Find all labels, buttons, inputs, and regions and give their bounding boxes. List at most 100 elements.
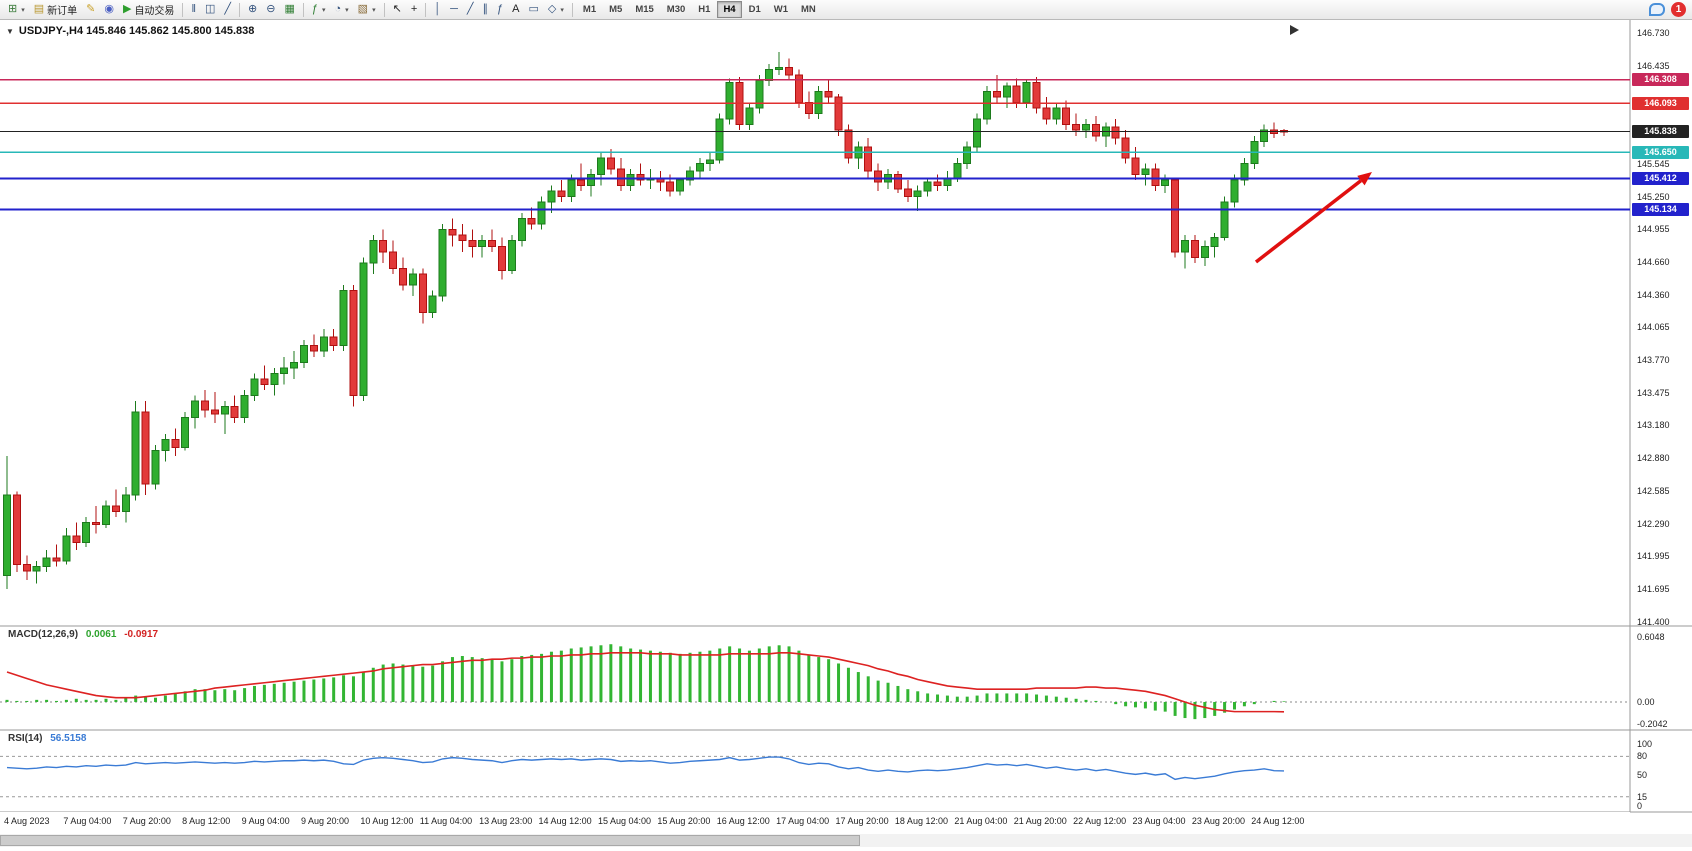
macd-label: MACD(12,26,9) 0.0061 -0.0917 xyxy=(8,629,158,640)
zoom-in-icon: ⊕ xyxy=(248,3,258,15)
price-tick: 143.770 xyxy=(1637,355,1670,366)
time-label: 9 Aug 20:00 xyxy=(300,816,350,826)
price-tick: 146.435 xyxy=(1637,60,1670,71)
macd-axis-label: -0.2042 xyxy=(1637,718,1668,729)
chat-icon[interactable] xyxy=(1649,3,1665,16)
timeframe-h4-button[interactable]: H4 xyxy=(717,1,742,18)
metaeditor-icon: ✎ xyxy=(86,3,96,15)
timeframe-w1-button[interactable]: W1 xyxy=(768,1,794,18)
indicators-button[interactable]: ƒ ▾ xyxy=(308,1,330,18)
channel-icon: ∥ xyxy=(482,3,489,15)
templates-button[interactable]: ▧ ▾ xyxy=(354,1,380,18)
horizontal-line-button[interactable]: ─ xyxy=(446,1,462,18)
price-badge-145.650: 145.650 xyxy=(1632,145,1689,159)
timeframe-m1-button[interactable]: M1 xyxy=(577,1,602,18)
timeframe-mn-button[interactable]: MN xyxy=(795,1,822,18)
price-badge-145.838: 145.838 xyxy=(1632,125,1689,139)
time-label: 10 Aug 12:00 xyxy=(360,816,414,826)
periods-icon: ◔ xyxy=(334,3,342,15)
trendline-icon: ╱ xyxy=(466,3,474,15)
macd-title: MACD(12,26,9) xyxy=(8,629,79,640)
price-tick: 143.475 xyxy=(1637,387,1670,398)
time-axis[interactable]: 4 Aug 2023 7 Aug 04:00 7 Aug 20:00 8 Aug 12… xyxy=(0,812,1630,831)
label-button[interactable]: ▭ xyxy=(525,1,543,18)
price-axis[interactable]: 146.730 146.435 145.545 145.250 144.955 144.6… xyxy=(1630,20,1692,832)
cursor-icon: ↖ xyxy=(392,3,402,15)
macd-axis-label: 0.00 xyxy=(1637,697,1655,707)
label-icon: ▭ xyxy=(528,3,539,15)
scrollbar-thumb[interactable] xyxy=(0,835,860,846)
chart-line-button[interactable]: ╱ xyxy=(220,1,235,18)
rsi-axis-label: 80 xyxy=(1637,751,1648,762)
chart-bars-button[interactable]: ‖ xyxy=(187,1,200,18)
time-label: 11 Aug 04:00 xyxy=(419,816,473,826)
time-label: 4 Aug 2023 xyxy=(4,816,50,826)
rsi-axis-label: 15 xyxy=(1637,791,1648,802)
templates-icon: ▧ xyxy=(357,3,369,15)
crosshair-icon: + xyxy=(410,3,418,15)
new-order-button[interactable]: ▤ 新订单 xyxy=(30,1,81,18)
new-chart-icon: ⊞ xyxy=(8,3,18,15)
text-icon: A xyxy=(512,3,520,15)
chevron-down-icon: ▾ xyxy=(560,6,564,14)
time-label: 16 Aug 12:00 xyxy=(716,816,770,826)
metaquotes-button[interactable]: ◉ xyxy=(100,1,118,18)
cursor-button[interactable]: ↖ xyxy=(389,1,406,18)
timeframe-h1-button[interactable]: H1 xyxy=(692,1,716,18)
price-badge-145.412: 145.412 xyxy=(1632,172,1689,186)
chart-candles-button[interactable]: ◫ xyxy=(201,1,219,18)
timeframe-m15-button[interactable]: M15 xyxy=(629,1,659,18)
chart-header-text: USDJPY-,H4 145.846 145.862 145.800 145.8… xyxy=(18,25,255,37)
rsi-axis-label: 100 xyxy=(1637,739,1653,749)
tile-windows-icon: ▦ xyxy=(284,3,295,15)
metaeditor-button[interactable]: ✎ xyxy=(82,1,99,18)
rsi-axis-label: 50 xyxy=(1637,770,1648,780)
auto-trading-button[interactable]: ▶ 自动交易 xyxy=(119,1,178,18)
collapse-chart-icon[interactable]: ▼ xyxy=(6,26,14,36)
timeframe-d1-button[interactable]: D1 xyxy=(743,1,767,18)
time-label: 7 Aug 20:00 xyxy=(122,816,171,826)
price-tick: 144.955 xyxy=(1637,224,1670,235)
vertical-line-icon: │ xyxy=(434,3,442,15)
vertical-line-button[interactable]: │ xyxy=(430,1,445,18)
chevron-down-icon: ▾ xyxy=(21,6,25,14)
price-tick: 146.730 xyxy=(1637,28,1670,38)
trendline-button[interactable]: ╱ xyxy=(463,1,478,18)
price-tick: 142.880 xyxy=(1637,453,1670,464)
tile-windows-button[interactable]: ▦ xyxy=(280,1,298,18)
fibonacci-icon: ƒ xyxy=(497,3,504,15)
toolbar-separator xyxy=(571,2,573,17)
price-badge-145.134: 145.134 xyxy=(1632,202,1689,216)
periods-button[interactable]: ◔ ▾ xyxy=(331,1,353,18)
zoom-in-button[interactable]: ⊕ xyxy=(244,1,261,18)
rsi-label: RSI(14) 56.5158 xyxy=(8,733,86,744)
time-label: 8 Aug 12:00 xyxy=(182,816,231,826)
metaquotes-icon: ◉ xyxy=(104,3,114,15)
price-tick: 143.180 xyxy=(1637,420,1670,431)
time-label: 17 Aug 04:00 xyxy=(776,816,830,826)
new-order-button-label: 新订单 xyxy=(47,6,78,17)
chart-line-icon: ╱ xyxy=(224,3,232,15)
time-label: 17 Aug 20:00 xyxy=(835,816,889,826)
price-tick: 144.660 xyxy=(1637,256,1670,267)
new-chart-button[interactable]: ⊞ ▾ xyxy=(4,1,29,18)
timeframe-m5-button[interactable]: M5 xyxy=(603,1,628,18)
text-button[interactable]: A xyxy=(508,1,523,18)
time-label: 13 Aug 23:00 xyxy=(479,816,533,826)
channel-button[interactable]: ∥ xyxy=(479,1,493,18)
crosshair-button[interactable]: + xyxy=(407,1,421,18)
price-tick: 142.585 xyxy=(1637,486,1670,497)
toolbar-separator xyxy=(302,2,304,17)
fibonacci-button[interactable]: ƒ xyxy=(493,1,507,18)
time-label: 15 Aug 04:00 xyxy=(597,816,652,826)
chevron-down-icon: ▾ xyxy=(345,6,349,14)
chart-canvas[interactable] xyxy=(0,20,1630,812)
zoom-out-button[interactable]: ⊖ xyxy=(262,1,279,18)
macd-axis-label: 0.6048 xyxy=(1637,632,1665,643)
timeframe-m30-button[interactable]: M30 xyxy=(661,1,691,18)
shapes-button[interactable]: ◇ ▾ xyxy=(544,1,568,18)
notification-badge[interactable]: 1 xyxy=(1671,2,1686,17)
new-order-icon: ▤ xyxy=(33,3,45,15)
horizontal-scrollbar[interactable] xyxy=(0,834,1692,847)
indicators-icon: ƒ xyxy=(311,3,318,15)
